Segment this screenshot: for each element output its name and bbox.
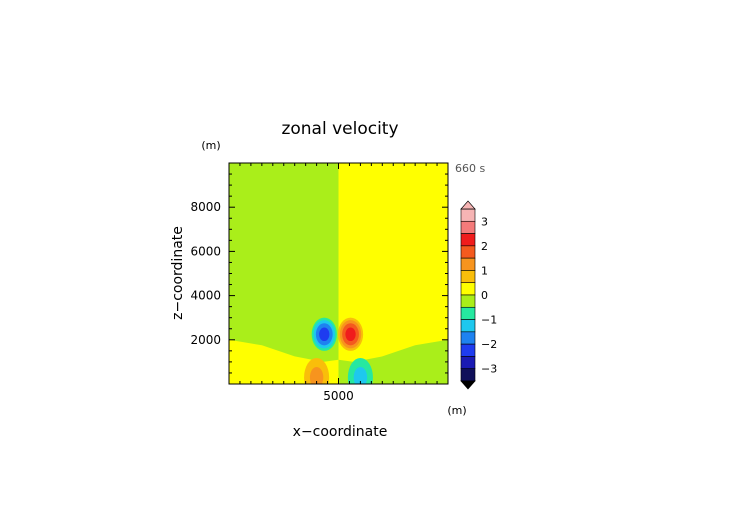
colorbar-tick-label: 2 xyxy=(481,240,488,253)
colorbar-tick-label: 0 xyxy=(481,289,488,302)
y-tick-label: 4000 xyxy=(190,289,221,303)
colorbar-band-4 xyxy=(460,257,476,271)
colorbar-band-13 xyxy=(460,368,476,382)
velocity-field xyxy=(229,163,448,384)
cell-0-level-3 xyxy=(319,327,330,342)
x-unit-label: (m) xyxy=(447,404,466,417)
colorbar-max-arrow xyxy=(460,200,476,210)
colorbar-tick-label: 1 xyxy=(481,264,488,277)
y-tick-label: 8000 xyxy=(190,200,221,214)
colorbar-band-5 xyxy=(460,270,476,284)
colorbar-band-11 xyxy=(460,343,476,357)
cell-1-level-3 xyxy=(345,327,356,342)
y-unit-label: (m) xyxy=(201,139,220,152)
colorbar-band-8 xyxy=(460,306,476,320)
colorbar-band-12 xyxy=(460,356,476,370)
colorbar: 3 2 1 0 −1 −2 −3 xyxy=(460,200,497,390)
time-label: 660 s xyxy=(455,162,485,175)
colorbar-band-0 xyxy=(460,208,476,222)
cell-3-level-1 xyxy=(353,366,368,384)
colorbar-band-10 xyxy=(460,331,476,345)
colorbar-band-6 xyxy=(460,282,476,296)
chart-title: zonal velocity xyxy=(281,119,398,139)
colorbar-band-3 xyxy=(460,245,476,259)
colorbar-tick-label: −1 xyxy=(481,314,497,327)
colorbar-min-arrow xyxy=(460,380,476,390)
colorbar-band-2 xyxy=(460,233,476,247)
colorbar-tick-label: −2 xyxy=(481,338,497,351)
y-tick-label: 6000 xyxy=(190,244,221,258)
axes: 2000 4000 6000 8000 5000 xyxy=(190,163,448,403)
y-axis-label: z−coordinate xyxy=(170,226,186,320)
cell-2-level-1 xyxy=(309,366,324,384)
colorbar-band-7 xyxy=(460,294,476,308)
colorbar-band-9 xyxy=(460,319,476,333)
colorbar-tick-label: −3 xyxy=(481,363,497,376)
x-tick-label: 5000 xyxy=(323,389,354,403)
x-axis-label: x−coordinate xyxy=(293,424,388,440)
colorbar-band-1 xyxy=(460,220,476,234)
y-tick-label: 2000 xyxy=(190,333,221,347)
colorbar-tick-label: 3 xyxy=(481,215,488,228)
